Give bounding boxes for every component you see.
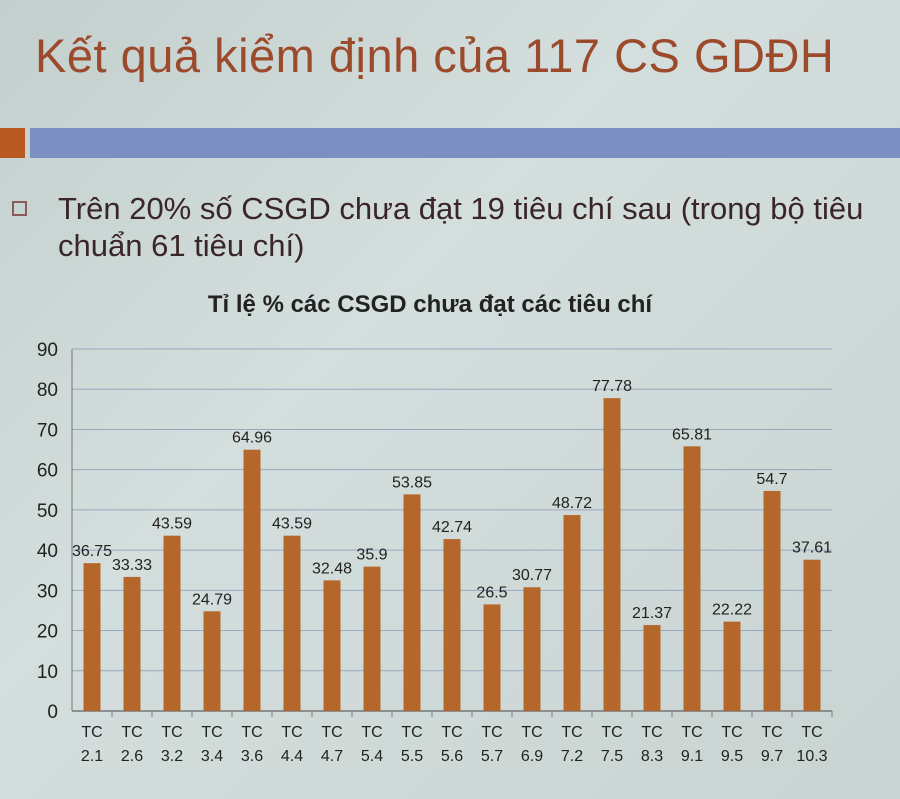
y-tick-label: 70 (37, 420, 58, 441)
bar (603, 398, 621, 711)
y-tick-label: 90 (37, 340, 58, 361)
bar (203, 611, 221, 711)
data-label: 36.75 (72, 543, 112, 560)
chart-title: Tỉ lệ % các CSGD chưa đạt các tiêu chí (208, 291, 654, 318)
bar (683, 446, 701, 711)
x-tick-label-line2: 9.5 (721, 748, 743, 765)
y-tick-label: 80 (37, 380, 58, 401)
bar (283, 535, 301, 711)
data-label: 48.72 (552, 495, 592, 512)
bullet-square-icon (12, 201, 27, 216)
x-tick-label-line1: TC (481, 724, 502, 741)
data-label: 22.22 (712, 602, 752, 619)
y-tick-label: 50 (37, 501, 58, 522)
bar (83, 563, 101, 711)
x-tick-label-line1: TC (681, 724, 702, 741)
bar (763, 490, 781, 711)
x-tick-label-line2: 5.6 (441, 748, 463, 765)
x-tick-label-line1: TC (641, 724, 662, 741)
x-tick-label-line2: 2.6 (121, 748, 143, 765)
bar (443, 539, 461, 711)
y-tick-label: 60 (37, 461, 58, 482)
y-tick-label: 0 (47, 702, 58, 723)
bar (123, 576, 141, 711)
data-label: 42.74 (432, 519, 472, 536)
bar (403, 494, 421, 711)
x-tick-label-line1: TC (721, 724, 742, 741)
x-tick-label-line2: 7.2 (561, 748, 583, 765)
x-tick-label-line2: 4.7 (321, 748, 343, 765)
x-tick-label-line1: TC (441, 724, 462, 741)
y-tick-label: 30 (37, 581, 58, 602)
bar (243, 449, 261, 711)
bullet-text: Trên 20% số CSGD chưa đạt 19 tiêu chí sa… (58, 191, 864, 263)
data-label: 32.48 (312, 560, 352, 577)
bar (363, 566, 381, 711)
x-tick-label-line2: 3.6 (241, 748, 263, 765)
data-label: 37.61 (792, 540, 832, 557)
bar (523, 587, 541, 711)
x-tick-label-line1: TC (401, 724, 422, 741)
slide-number-tab (0, 128, 25, 158)
x-tick-label-line2: 3.2 (161, 748, 183, 765)
header-band (30, 128, 900, 158)
data-label: 64.96 (232, 430, 272, 447)
data-label: 54.7 (756, 471, 787, 488)
bar (803, 559, 821, 711)
y-tick-label: 40 (37, 541, 58, 562)
x-tick-label-line1: TC (201, 724, 222, 741)
x-tick-label-line1: TC (761, 724, 782, 741)
data-label: 77.78 (592, 378, 632, 395)
x-tick-label-line1: TC (81, 724, 102, 741)
bar (643, 625, 661, 711)
bar (563, 515, 581, 711)
y-tick-label: 20 (37, 622, 58, 643)
bar (163, 535, 181, 711)
data-label: 30.77 (512, 567, 552, 584)
x-tick-label-line2: 9.1 (681, 748, 703, 765)
x-tick-label-line1: TC (281, 724, 302, 741)
x-tick-label-line1: TC (161, 724, 182, 741)
data-label: 24.79 (192, 591, 232, 608)
x-tick-label-line2: 8.3 (641, 748, 663, 765)
bar (323, 580, 341, 711)
x-tick-label-line1: TC (361, 724, 382, 741)
data-label: 26.5 (476, 584, 507, 601)
x-tick-label-line1: TC (241, 724, 262, 741)
x-tick-label-line2: 10.3 (796, 748, 827, 765)
data-label: 33.33 (112, 557, 152, 574)
x-tick-label-line2: 5.4 (361, 748, 383, 765)
x-tick-label-line2: 2.1 (81, 748, 103, 765)
x-tick-label-line1: TC (801, 724, 822, 741)
slide-title: Kết quả kiểm định của 117 CS GDĐH (35, 29, 835, 82)
data-label: 43.59 (272, 516, 312, 533)
x-tick-label-line2: 3.4 (201, 748, 223, 765)
bar (483, 604, 501, 711)
data-label: 35.9 (356, 547, 387, 564)
x-tick-label-line2: 7.5 (601, 748, 623, 765)
x-tick-label-line1: TC (561, 724, 582, 741)
data-label: 43.59 (152, 516, 192, 533)
x-tick-label-line2: 6.9 (521, 748, 543, 765)
x-tick-label-line2: 5.7 (481, 748, 503, 765)
data-label: 53.85 (392, 474, 432, 491)
y-tick-label: 10 (37, 662, 58, 683)
data-label: 21.37 (632, 605, 672, 622)
data-label: 65.81 (672, 426, 712, 443)
x-tick-label-line2: 9.7 (761, 748, 783, 765)
x-tick-label-line1: TC (321, 724, 342, 741)
x-tick-label-line2: 4.4 (281, 748, 303, 765)
x-tick-label-line2: 5.5 (401, 748, 423, 765)
bar (723, 621, 741, 711)
x-tick-label-line1: TC (121, 724, 142, 741)
x-tick-label-line1: TC (601, 724, 622, 741)
x-tick-label-line1: TC (521, 724, 542, 741)
